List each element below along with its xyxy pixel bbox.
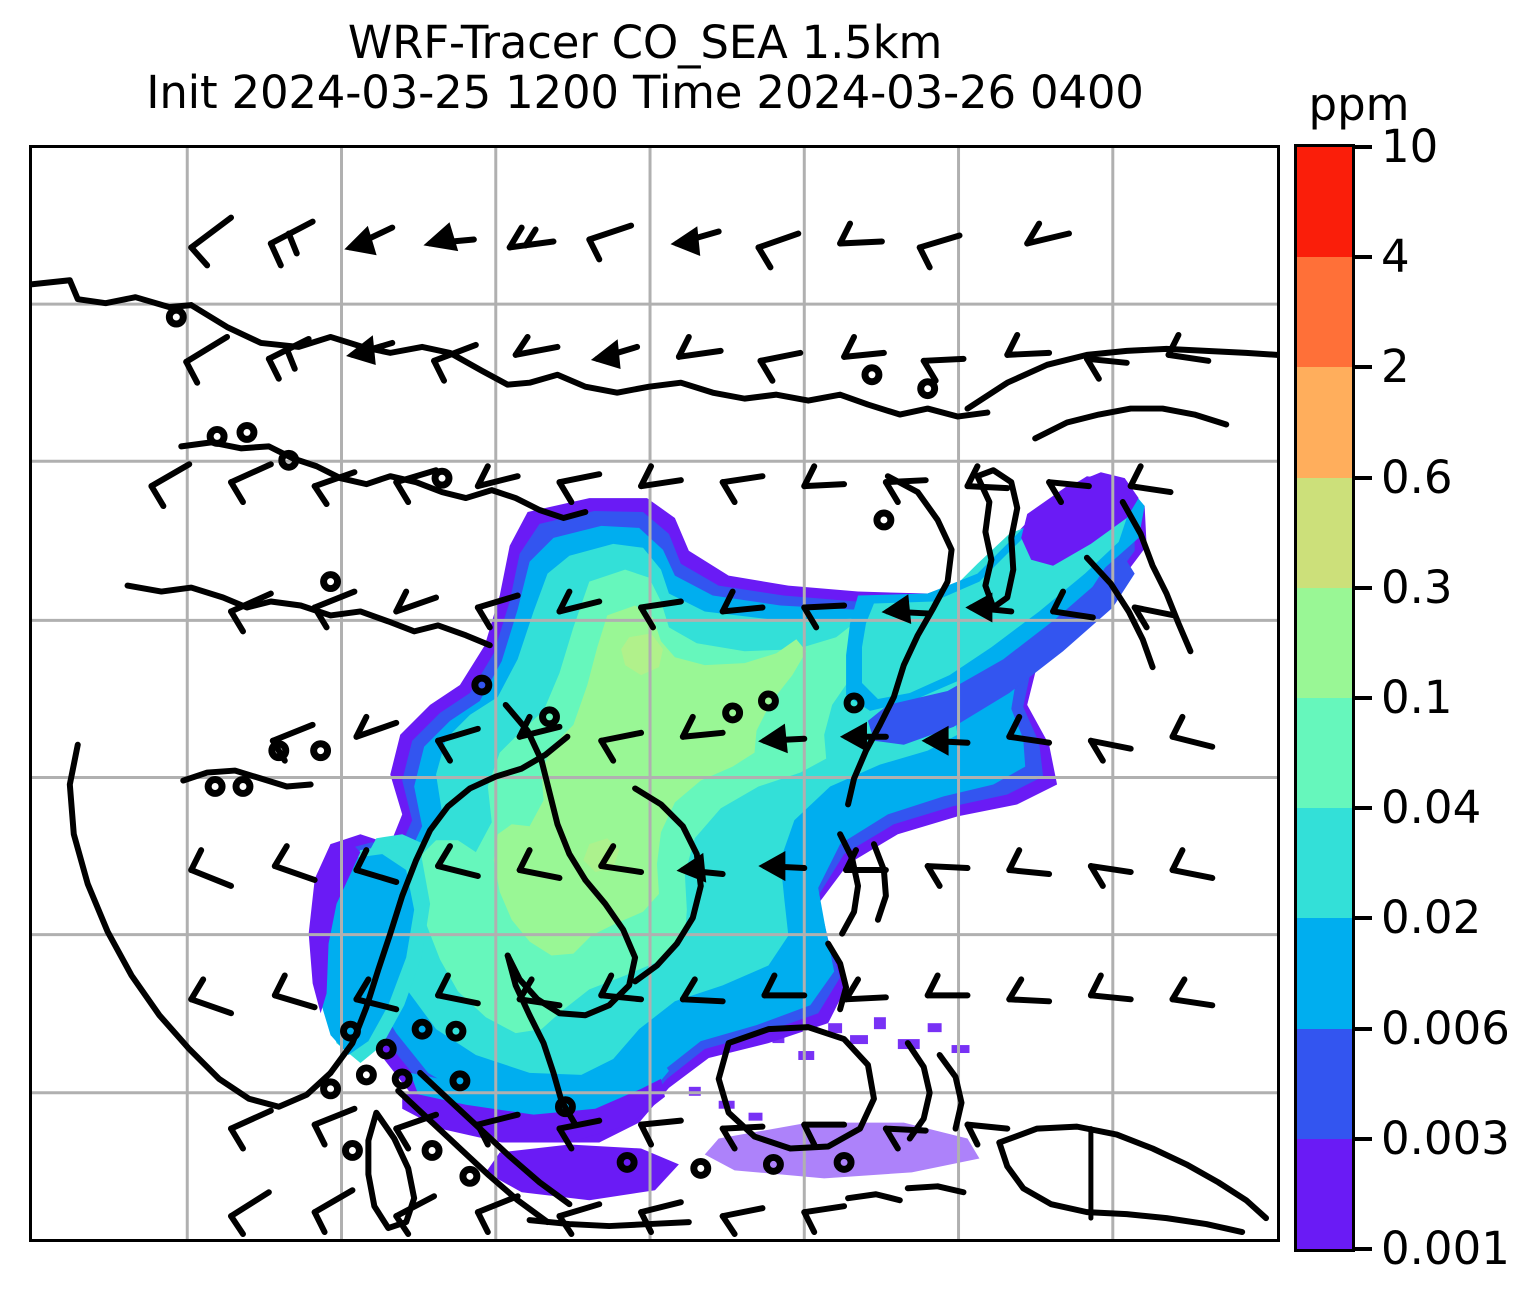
colorbar-tick-label: 0.04	[1381, 781, 1482, 835]
colorbar-band-4	[1297, 587, 1352, 698]
colorbar-units-label: ppm	[1308, 78, 1410, 131]
colorbar-tick-label: 0.3	[1381, 560, 1453, 614]
colorbar-tick-label: 0.1	[1381, 671, 1453, 724]
tracer-contour-field	[308, 472, 1147, 1208]
colorbar-tick-mark	[1355, 365, 1372, 370]
colorbar-band-2	[1297, 367, 1352, 478]
colorbar-band-3	[1297, 477, 1352, 588]
colorbar-tick-label: 2	[1381, 340, 1410, 394]
colorbar-band-0	[1297, 147, 1352, 258]
colorbar-tick-mark	[1355, 916, 1372, 921]
colorbar-band-5	[1297, 697, 1352, 809]
colorbar-tick-mark	[1355, 806, 1372, 811]
colorbar-tick-mark	[1355, 1136, 1372, 1141]
wind-barb-layer	[148, 214, 1216, 1238]
colorbar-tick-label: 0.6	[1381, 450, 1453, 504]
colorbar-band-8	[1297, 1028, 1352, 1139]
title-line-2: Init 2024-03-25 1200 Time 2024-03-26 040…	[146, 66, 1144, 120]
map-plot-area	[29, 145, 1280, 1242]
map-svg	[32, 148, 1277, 1239]
colorbar-band-6	[1297, 808, 1352, 919]
colorbar-tick-label: 0.003	[1381, 1111, 1510, 1165]
colorbar-band-7	[1297, 918, 1352, 1029]
colorbar-ticks: 10 4 2 0.6 0.3 0.1 0.04 0.02 0.006 0.003 0.001	[1355, 120, 1525, 1275]
colorbar-band-9	[1297, 1138, 1352, 1249]
colorbar-tick-mark	[1355, 696, 1372, 700]
chart-title: WRF-Tracer CO_SEA 1.5km Init 2024-03-25 …	[0, 16, 1290, 120]
colorbar-tick-label: 0.001	[1381, 1222, 1510, 1275]
colorbar-tick-label: 0.006	[1381, 1001, 1510, 1055]
title-line-1: WRF-Tracer CO_SEA 1.5km	[347, 16, 943, 69]
colorbar-tick-label: 10	[1381, 120, 1439, 173]
colorbar-tick-mark	[1355, 1247, 1372, 1251]
colorbar-tick-mark	[1355, 1026, 1372, 1031]
colorbar[interactable]	[1294, 144, 1355, 1252]
colorbar-tick-mark	[1355, 255, 1372, 260]
colorbar-tick-label: 0.02	[1381, 891, 1482, 945]
coastline-layer	[32, 277, 1277, 1236]
colorbar-tick-mark	[1355, 585, 1372, 590]
colorbar-tick-mark	[1355, 145, 1372, 149]
colorbar-band-1	[1297, 257, 1352, 368]
colorbar-tick-mark	[1355, 475, 1372, 480]
colorbar-tick-label: 4	[1381, 230, 1410, 284]
